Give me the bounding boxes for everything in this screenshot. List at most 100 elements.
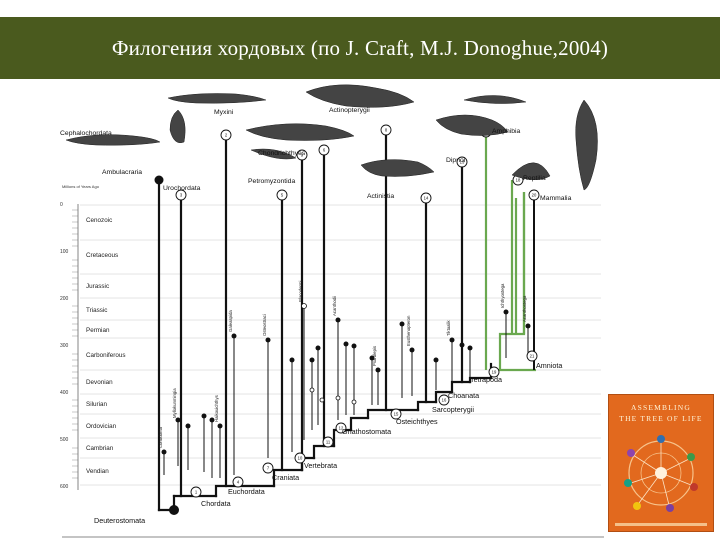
- axis-tick-400: 400: [60, 390, 69, 396]
- fossil-label-myllokunmingia: Myllokunmingia: [172, 388, 177, 418]
- taxon-myxini: Myxini: [214, 109, 234, 116]
- taxon-amphibia: Amphibia: [492, 128, 521, 135]
- book-title-line-2: THE TREE OF LIFE: [619, 414, 703, 423]
- lancelet-illustration: [65, 134, 161, 146]
- tetrapod-branches: [484, 132, 536, 372]
- clade-vertebrata: Vertebrata: [304, 461, 337, 470]
- clade-deuterostomata: Deuterostomata: [94, 516, 145, 525]
- tunicate-illustration: [169, 109, 186, 143]
- node-number-15: 15: [394, 412, 399, 417]
- fossil-label-galeaspida: Galeaspida: [228, 310, 233, 332]
- book-title-line-1: ASSEMBLING: [631, 403, 691, 412]
- node-number-8: 8: [385, 128, 388, 133]
- period-ordovician: Ordovician: [86, 423, 117, 430]
- reptile-illustration: [511, 162, 551, 180]
- clade-gnathostomata: Gnathostomata: [342, 427, 391, 436]
- ray-finned-fish-illustration: [305, 84, 415, 108]
- axis-tick-500: 500: [60, 437, 69, 443]
- book-footer-bar: [615, 523, 707, 526]
- node-number-2: 2: [225, 133, 228, 138]
- lungfish-illustration: [435, 114, 509, 136]
- period-jurassic: Jurassic: [86, 283, 109, 290]
- book-cover-art: [624, 435, 698, 512]
- node-number-7: 7: [267, 466, 270, 471]
- node-number-14: 14: [424, 196, 429, 201]
- clade-euchordata: Euchordata: [228, 487, 265, 496]
- node-number-6: 6: [323, 148, 326, 153]
- taxon-ambulacraria: Ambulacraria: [102, 169, 142, 176]
- hagfish-illustration: [167, 93, 267, 104]
- numbered-nodes: [175, 124, 540, 498]
- fossil-open-dots: [301, 303, 357, 405]
- axis-tick-0: 0: [60, 202, 63, 208]
- taxon-chondrichthyes: Chondrichthyes: [258, 150, 306, 157]
- shark-illustration: [245, 123, 355, 141]
- period-triassic: Triassic: [86, 307, 107, 314]
- node-number-10: 10: [298, 456, 303, 461]
- node-number-5: 5: [281, 193, 284, 198]
- node-number-20: 20: [532, 193, 537, 198]
- phylogeny-svg: Millions of Years Ago 0 100 200 300 400 …: [60, 84, 604, 538]
- clade-sarcopterygii: Sarcopterygii: [432, 405, 474, 414]
- axis-header: Millions of Years Ago: [62, 184, 100, 189]
- period-carboniferous: Carboniferous: [86, 352, 126, 359]
- fossil-label-osteostraci: Osteostraci: [262, 314, 267, 336]
- node-number-19: 19: [492, 370, 497, 375]
- period-cambrian: Cambrian: [86, 445, 114, 452]
- animal-illustrations: [65, 84, 598, 191]
- clade-tetrapoda: Tetrapoda: [470, 375, 502, 384]
- axis-tick-100: 100: [60, 249, 69, 255]
- period-permian: Permian: [86, 327, 110, 334]
- taxon-dipnoi: Dipnoi: [446, 157, 466, 164]
- phylogeny-diagram: Millions of Years Ago 0 100 200 300 400 …: [56, 80, 606, 540]
- node-number-1: 1: [195, 490, 198, 495]
- fossil-label-haikouichthys: Haikouichthys: [214, 395, 219, 422]
- clade-choanata: Choanata: [448, 391, 479, 400]
- fossil-dots: [161, 309, 531, 455]
- fossil-label-eusthenopteron: Eusthenopteron: [406, 315, 411, 346]
- clade-chordata: Chordata: [201, 499, 231, 508]
- period-cretaceous: Cretaceous: [86, 252, 118, 259]
- fossil-label-placodermi: Placodermi: [298, 280, 303, 302]
- lamprey-illustration: [250, 148, 297, 160]
- node-number-11: 11: [326, 440, 331, 445]
- deuterostomata-root-node: [169, 505, 179, 515]
- node-number-16: 16: [442, 398, 447, 403]
- period-cenozoic: Cenozoic: [86, 217, 112, 224]
- axis-tick-200: 200: [60, 296, 69, 302]
- axis-tick-300: 300: [60, 343, 69, 349]
- node-number-4: 4: [237, 480, 240, 485]
- clade-craniata: Craniata: [272, 473, 299, 482]
- fossil-lineages: [163, 306, 529, 478]
- node-number-18: 18: [516, 178, 521, 183]
- fossil-label-tiktaalik: Tiktaalik: [446, 320, 451, 336]
- book-title: ASSEMBLING THE TREE OF LIFE: [609, 402, 713, 424]
- fossil-label-ichthyostega: Ichthyostega: [500, 283, 505, 308]
- fossil-label-acanthostega: Acanthostega: [522, 295, 527, 322]
- title-bar: Филогения хордовых (по J. Craft, M.J. Do…: [0, 17, 720, 79]
- node-number-13: 13: [460, 160, 465, 165]
- coelacanth-illustration: [360, 159, 435, 177]
- clade-osteichthyes: Osteichthyes: [396, 417, 438, 426]
- node-number-21: 21: [530, 354, 535, 359]
- fossil-label-conodonta: Conodonta: [158, 426, 163, 448]
- taxon-petromyzontida: Petromyzontida: [248, 178, 295, 185]
- fossil-label-psarolepis: Psarolepis: [372, 346, 377, 366]
- node-number-9: 9: [301, 153, 304, 158]
- time-axis: Millions of Years Ago 0 100 200 300 400 …: [60, 184, 100, 490]
- book-cover-image: ASSEMBLING THE TREE OF LIFE: [608, 394, 714, 532]
- taxon-actinistia: Actinistia: [367, 193, 394, 200]
- mammal-illustration: [575, 99, 598, 191]
- node-number-3: 3: [180, 193, 183, 198]
- clade-amniota: Amniota: [536, 361, 562, 370]
- amphibian-illustration: [463, 95, 527, 104]
- node-number-12: 12: [339, 426, 344, 431]
- tree-branches: [157, 128, 493, 512]
- slide-title: Филогения хордовых (по J. Craft, M.J. Do…: [111, 35, 609, 60]
- taxon-cephalochordata: Cephalochordata: [60, 130, 112, 137]
- fossil-label-acanthodii: Acanthodii: [332, 296, 337, 316]
- axis-tick-600: 600: [60, 484, 69, 490]
- taxon-actinopterygii: Actinopterygii: [329, 107, 370, 114]
- period-silurian: Silurian: [86, 401, 107, 408]
- taxon-reptilia: Reptilia: [523, 175, 546, 182]
